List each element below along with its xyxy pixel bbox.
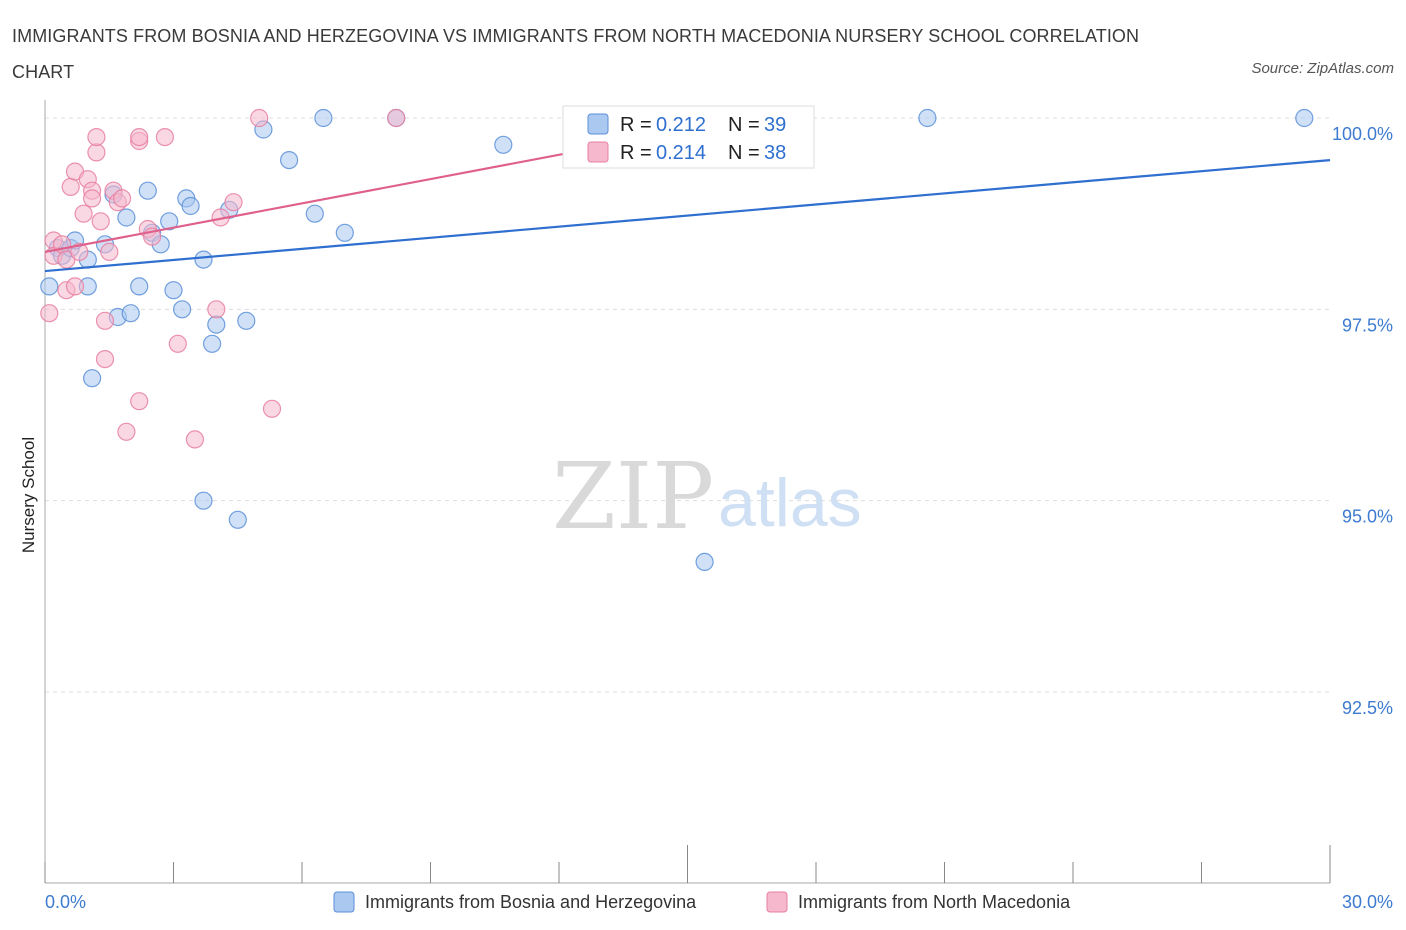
point-bosnia-21 xyxy=(181,196,200,216)
point-north-macedonia-0 xyxy=(40,304,59,323)
stats-legend-blue-swatch xyxy=(587,113,609,135)
stats-legend: R = 0.212 N = 39 R = 0.214 N = 38 xyxy=(562,105,815,169)
y-axis-label: Nursery School xyxy=(19,437,38,553)
point-north-macedonia-32 xyxy=(207,300,226,319)
point-north-macedonia-37 xyxy=(387,108,406,128)
y-tick-labels: 100.0% 97.5% 95.0% 92.5% xyxy=(1332,124,1393,718)
scatter-points xyxy=(40,108,1314,572)
point-bosnia-35 xyxy=(494,135,513,154)
point-north-macedonia-29 xyxy=(155,128,174,147)
watermark-atlas-text: atlas xyxy=(718,465,862,541)
legend-label-north-macedonia: Immigrants from North Macedonia xyxy=(798,892,1071,912)
point-bosnia-23 xyxy=(194,250,213,269)
point-bosnia-24 xyxy=(203,334,222,353)
point-bosnia-19 xyxy=(173,300,192,319)
point-north-macedonia-22 xyxy=(112,189,132,208)
legend-swatch-north-macedonia xyxy=(766,891,788,913)
stats-r-label-blue: R = xyxy=(620,114,652,136)
axes xyxy=(44,100,1331,884)
stats-n-value-pink: 38 xyxy=(764,142,786,164)
point-bosnia-31 xyxy=(305,204,324,223)
point-north-macedonia-6 xyxy=(61,177,80,196)
point-bosnia-28 xyxy=(237,311,256,330)
point-north-macedonia-9 xyxy=(70,242,89,261)
point-bosnia-37 xyxy=(918,108,937,128)
point-north-macedonia-36 xyxy=(262,399,282,418)
point-north-macedonia-25 xyxy=(130,128,149,147)
stats-n-label-pink: N = xyxy=(728,142,760,164)
point-bosnia-13 xyxy=(130,277,149,296)
series-legend: Immigrants from Bosnia and Herzegovina I… xyxy=(333,891,1071,913)
watermark-zip-text: ZIP xyxy=(552,443,714,550)
point-north-macedonia-17 xyxy=(95,311,115,330)
point-north-macedonia-34 xyxy=(224,193,243,212)
point-bosnia-25 xyxy=(207,315,226,334)
point-bosnia-18 xyxy=(164,281,183,300)
point-north-macedonia-28 xyxy=(130,392,149,411)
point-bosnia-30 xyxy=(280,151,299,170)
point-bosnia-11 xyxy=(117,208,136,227)
point-bosnia-27 xyxy=(228,510,247,529)
point-north-macedonia-13 xyxy=(82,189,102,208)
y-tick-label-2: 95.0% xyxy=(1342,507,1393,527)
point-north-macedonia-14 xyxy=(87,143,106,162)
stats-r-value-blue: 0.212 xyxy=(656,114,706,136)
x-tick-labels: 0.0% 30.0% xyxy=(45,892,1393,912)
y-tick-label-0: 100.0% xyxy=(1332,124,1393,144)
stats-legend-pink-swatch xyxy=(587,141,609,163)
point-bosnia-7 xyxy=(82,369,102,388)
legend-label-bosnia: Immigrants from Bosnia and Herzegovina xyxy=(365,892,697,912)
point-north-macedonia-30 xyxy=(168,334,187,353)
stats-n-value-blue: 39 xyxy=(764,114,786,136)
stats-n-label-blue: N = xyxy=(728,114,760,136)
watermark: ZIP atlas xyxy=(552,443,862,550)
x-tick-label-1: 30.0% xyxy=(1342,892,1393,912)
point-north-macedonia-23 xyxy=(117,422,136,441)
point-north-macedonia-31 xyxy=(185,430,204,449)
point-bosnia-36 xyxy=(695,552,714,572)
point-north-macedonia-16 xyxy=(91,212,110,231)
point-bosnia-38 xyxy=(1295,108,1314,128)
point-north-macedonia-18 xyxy=(95,350,115,369)
trend-line-bosnia xyxy=(44,158,1331,273)
point-north-macedonia-35 xyxy=(250,108,269,128)
point-north-macedonia-7 xyxy=(65,277,85,296)
point-bosnia-14 xyxy=(138,181,157,200)
point-bosnia-32 xyxy=(314,108,333,128)
point-bosnia-33 xyxy=(335,223,354,242)
x-tick-label-0: 0.0% xyxy=(45,892,86,912)
point-bosnia-22 xyxy=(194,491,213,510)
chart-source: Source: ZipAtlas.com xyxy=(1251,60,1394,77)
stats-r-label-pink: R = xyxy=(620,142,652,164)
point-north-macedonia-19 xyxy=(100,242,119,261)
y-tick-label-1: 97.5% xyxy=(1342,315,1393,335)
point-bosnia-12 xyxy=(121,304,140,323)
stats-r-value-pink: 0.214 xyxy=(656,142,706,164)
point-north-macedonia-15 xyxy=(87,128,106,147)
point-bosnia-17 xyxy=(160,212,179,231)
chart-title: IMMIGRANTS FROM BOSNIA AND HERZEGOVINA V… xyxy=(12,26,1140,82)
point-north-macedonia-10 xyxy=(74,204,93,223)
y-tick-label-3: 92.5% xyxy=(1342,698,1393,718)
legend-swatch-bosnia xyxy=(333,891,355,913)
point-bosnia-0 xyxy=(40,277,59,296)
